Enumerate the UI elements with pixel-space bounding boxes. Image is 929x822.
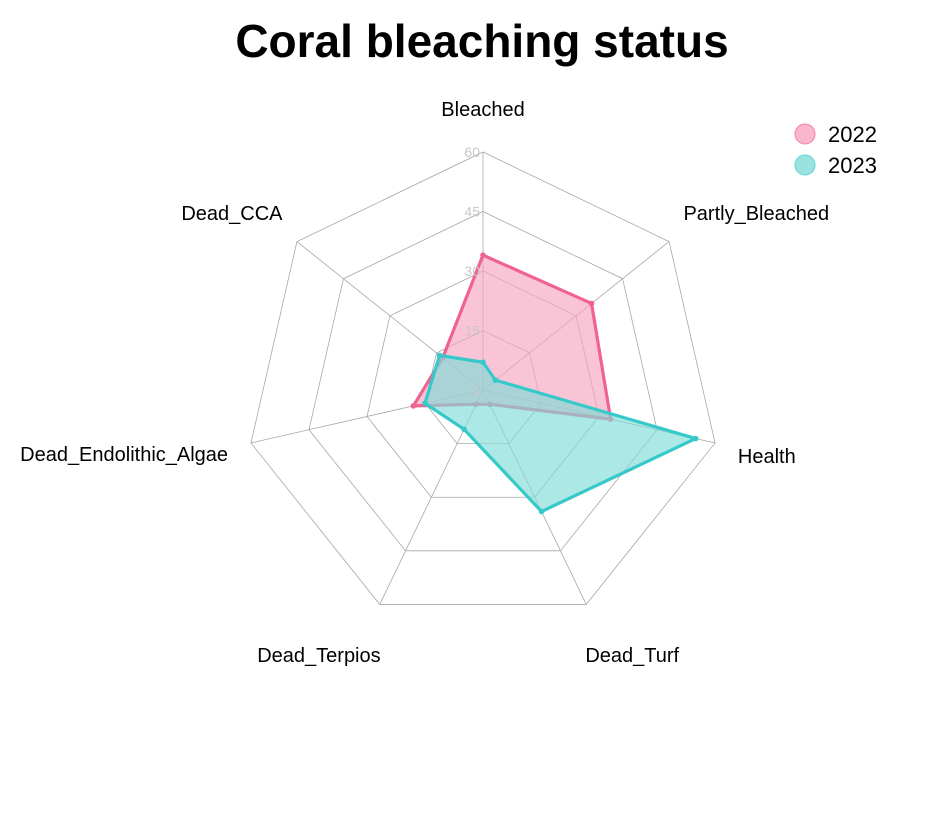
point-2023-dead_terpios xyxy=(461,426,467,433)
point-2023-dead_endolithic_algae xyxy=(422,400,428,407)
legend-swatch-2023 xyxy=(794,154,816,176)
radar-series xyxy=(410,252,699,515)
grid-ring-3 xyxy=(308,211,658,552)
axis-label-dead-turf: Dead_Turf xyxy=(585,645,679,667)
series-2023 xyxy=(422,352,699,515)
legend-label-2023: 2023 xyxy=(828,153,877,178)
radar-ticks: 0 15 30 45 60 xyxy=(464,144,480,398)
tick-label-15: 15 xyxy=(464,323,480,339)
axis-label-dead-cca: Dead_CCA xyxy=(181,203,283,225)
point-2022-partly_bleached xyxy=(588,300,595,307)
grid-ring-4 xyxy=(250,151,716,605)
radar-axis-labels: Bleached Partly_Bleached Health Dead_Turf De… xyxy=(20,99,829,667)
chart-title: Coral bleaching status xyxy=(235,15,728,67)
axis-label-dead-terpios: Dead_Terpios xyxy=(257,645,380,667)
point-2023-bleached xyxy=(480,359,486,366)
legend-item-2023: 2023 xyxy=(794,153,877,178)
legend: 2022 2023 xyxy=(794,122,877,178)
tick-label-60: 60 xyxy=(464,144,480,160)
point-2022-dead_endolithic_algae xyxy=(410,403,417,409)
point-2023-health xyxy=(692,435,699,442)
axis-label-bleached: Bleached xyxy=(441,99,524,121)
point-2023-partly_bleached xyxy=(492,377,499,383)
series-area-2023 xyxy=(423,353,698,514)
point-2023-dead_cca xyxy=(436,352,443,359)
legend-label-2022: 2022 xyxy=(828,122,877,147)
axis-label-partly-bleached: Partly_Bleached xyxy=(683,203,829,225)
legend-swatch-2022 xyxy=(794,123,816,145)
tick-label-0: 0 xyxy=(472,382,480,398)
legend-item-2022: 2022 xyxy=(794,122,877,147)
tick-label-45: 45 xyxy=(464,204,480,220)
axis-label-health: Health xyxy=(738,446,796,468)
point-2022-bleached xyxy=(480,252,486,258)
tick-label-30: 30 xyxy=(464,263,480,279)
point-2023-dead_turf xyxy=(538,508,545,515)
axis-label-dead-endolithic-algae: Dead_Endolithic_Algae xyxy=(20,444,228,466)
